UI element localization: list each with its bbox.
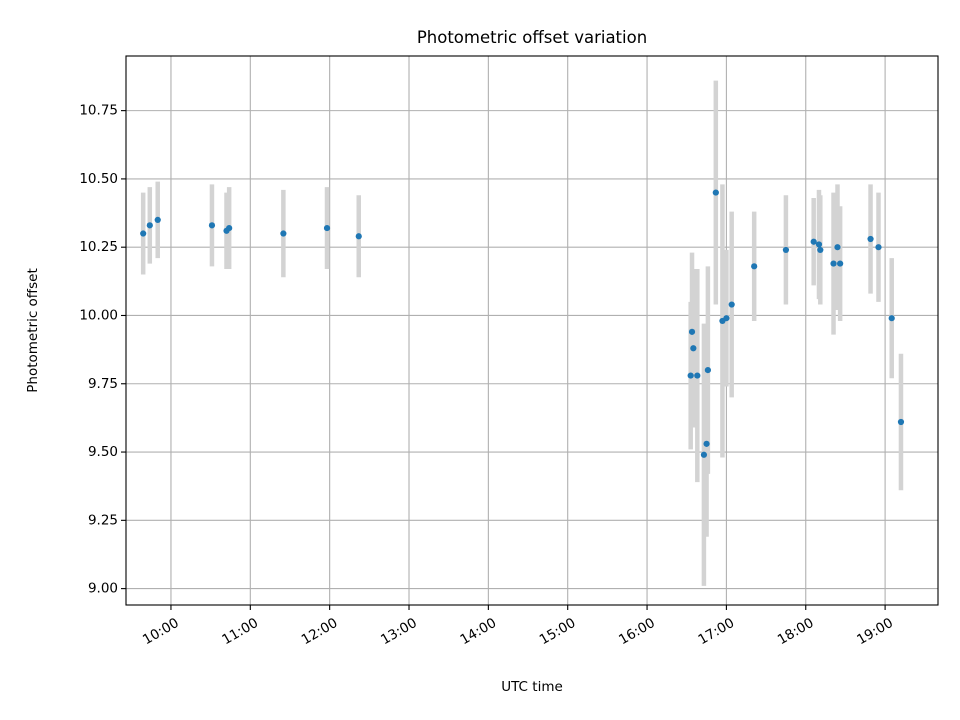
y-tick-label: 9.00 [88, 581, 118, 597]
y-tick-label: 9.75 [88, 376, 118, 392]
y-axis: 9.00 9.25 9.50 9.75 10.00 10.25 10.50 10.75 [79, 103, 126, 597]
data-point [888, 315, 895, 322]
x-tick-label: 13:00 [378, 615, 420, 648]
data-point [723, 315, 730, 322]
data-point [208, 222, 216, 229]
plot-frame [125, 55, 939, 606]
data-point [140, 230, 147, 237]
x-tick-label: 18:00 [775, 615, 817, 648]
y-tick-label: 10.25 [79, 239, 118, 255]
data-point [154, 216, 161, 223]
x-tick-label: 11:00 [219, 615, 261, 648]
y-tick-label: 9.50 [88, 444, 118, 460]
data-point [834, 244, 841, 251]
error-bars [140, 80, 904, 586]
data-point [688, 328, 696, 335]
x-tick-label: 10:00 [140, 615, 182, 648]
data-point [830, 260, 837, 267]
x-tick-label: 12:00 [299, 615, 341, 648]
data-point [323, 224, 331, 232]
data-point [703, 440, 710, 447]
x-axis: 10:00 11:00 12:00 13:00 14:00 15:00 16:00 17:00… [140, 605, 896, 648]
data-point [146, 222, 153, 229]
y-tick-label: 10.75 [79, 103, 118, 119]
y-tick-label: 10.00 [79, 307, 118, 323]
data-point [815, 241, 823, 248]
x-tick-label: 17:00 [696, 615, 738, 648]
y-axis-label: Photometric offset [25, 268, 41, 392]
chart-title: Photometric offset variation [417, 28, 647, 47]
grid [126, 56, 938, 605]
data-point [687, 372, 694, 379]
data-point [700, 451, 708, 458]
x-tick-label: 16:00 [616, 615, 658, 648]
data-point [817, 246, 824, 254]
data-point [837, 260, 844, 267]
data-point [782, 246, 790, 254]
data-points [140, 189, 905, 458]
data-point [897, 418, 905, 426]
data-point [226, 224, 233, 232]
data-point [280, 230, 287, 237]
x-tick-label: 19:00 [854, 615, 896, 648]
data-point [712, 189, 719, 196]
x-tick-label: 14:00 [457, 615, 499, 648]
data-point [751, 263, 758, 270]
data-point [694, 372, 701, 379]
x-axis-label: UTC time [501, 679, 563, 695]
data-point [867, 235, 874, 243]
x-tick-label: 15:00 [537, 615, 579, 648]
data-point [704, 367, 711, 374]
data-point [875, 244, 882, 251]
data-point [810, 238, 817, 245]
y-tick-label: 9.25 [88, 512, 118, 528]
data-point [728, 301, 735, 308]
y-tick-label: 10.50 [79, 171, 118, 187]
data-point [690, 345, 697, 352]
data-point [355, 233, 362, 240]
